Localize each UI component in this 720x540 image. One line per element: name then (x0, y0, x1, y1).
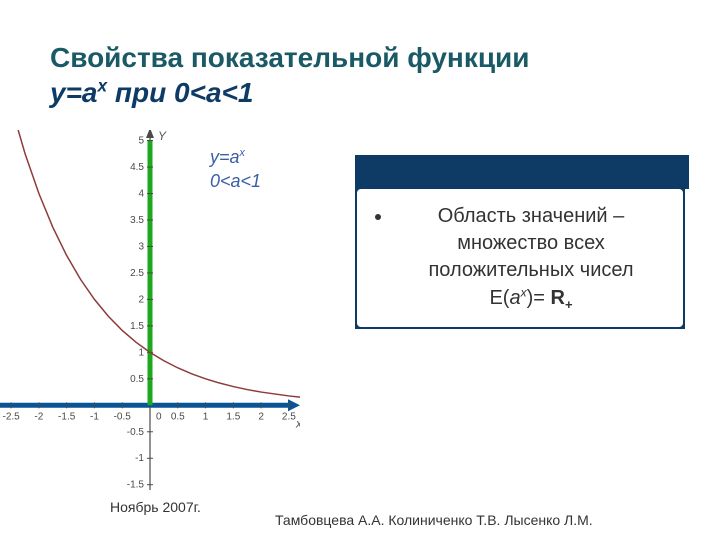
svg-text:4: 4 (138, 189, 144, 200)
svg-text:-2: -2 (34, 411, 43, 422)
panel-formula-sub: + (565, 297, 573, 312)
chart-region: -2.5 -2 -1.5 -1 -0.5 0.5 1 1.5 2 2.5 -1.5 -1 -0.5 0.5… (0, 130, 300, 490)
panel-line-2: положительных чисел (428, 259, 633, 281)
footer-date: Ноябрь 2007г. (110, 499, 201, 515)
svg-text:1.5: 1.5 (130, 321, 144, 332)
chart-label-func-exp: x (240, 147, 245, 159)
svg-text:0.5: 0.5 (130, 374, 144, 385)
svg-text:-0.5: -0.5 (127, 427, 145, 438)
panel-formula: Е(ax)= R+ (489, 287, 572, 309)
svg-text:-1: -1 (135, 453, 144, 464)
svg-text:1.5: 1.5 (226, 411, 240, 422)
svg-text:3.5: 3.5 (130, 215, 144, 226)
svg-text:1: 1 (138, 347, 144, 358)
title-subline: y=ax при 0<a<1 (50, 77, 253, 108)
svg-text:-1: -1 (90, 411, 99, 422)
title-func-exp: x (98, 76, 108, 96)
info-panel: Область значений – множество всех положи… (355, 155, 685, 329)
svg-text:-2.5: -2.5 (2, 411, 20, 422)
svg-text:2: 2 (258, 411, 264, 422)
title-cond: при 0<a<1 (107, 77, 253, 108)
chart-label-func-prefix: y=a (210, 147, 240, 167)
chart-label: y=ax 0<a<1 (210, 145, 261, 194)
footer-authors: Тамбовцева А.А. Колиниченко Т.В. Лысенко… (275, 512, 593, 528)
chart-label-cond: 0<a<1 (210, 171, 261, 191)
svg-text:2.5: 2.5 (282, 411, 296, 422)
panel-formula-var: a (509, 287, 520, 309)
panel-formula-set: R (550, 287, 564, 309)
panel-body: Область значений – множество всех положи… (355, 187, 685, 329)
svg-text:-1.5: -1.5 (127, 480, 145, 490)
svg-text:5: 5 (138, 136, 144, 147)
panel-formula-prefix: Е( (489, 287, 509, 309)
title-main: Свойства показательной функции (50, 42, 530, 73)
panel-bullet: Область значений – множество всех положи… (393, 203, 669, 313)
slide-title: Свойства показательной функции y=ax при … (50, 40, 650, 110)
svg-text:3: 3 (138, 241, 144, 252)
panel-header-bar (355, 155, 689, 189)
svg-text:4.5: 4.5 (130, 162, 144, 173)
svg-text:-1.5: -1.5 (58, 411, 76, 422)
svg-text:2.5: 2.5 (130, 268, 144, 279)
svg-text:Y: Y (158, 130, 167, 143)
svg-text:-0.5: -0.5 (114, 411, 132, 422)
panel-formula-mid: )= (527, 287, 551, 309)
panel-line-1: множество всех (457, 232, 605, 254)
svg-text:2: 2 (138, 294, 144, 305)
svg-text:0.5: 0.5 (171, 411, 185, 422)
title-func-prefix: y=a (50, 77, 98, 108)
panel-line-0: Область значений – (438, 205, 625, 227)
svg-text:0: 0 (156, 411, 162, 422)
svg-text:х: х (295, 416, 300, 430)
svg-text:1: 1 (203, 411, 209, 422)
